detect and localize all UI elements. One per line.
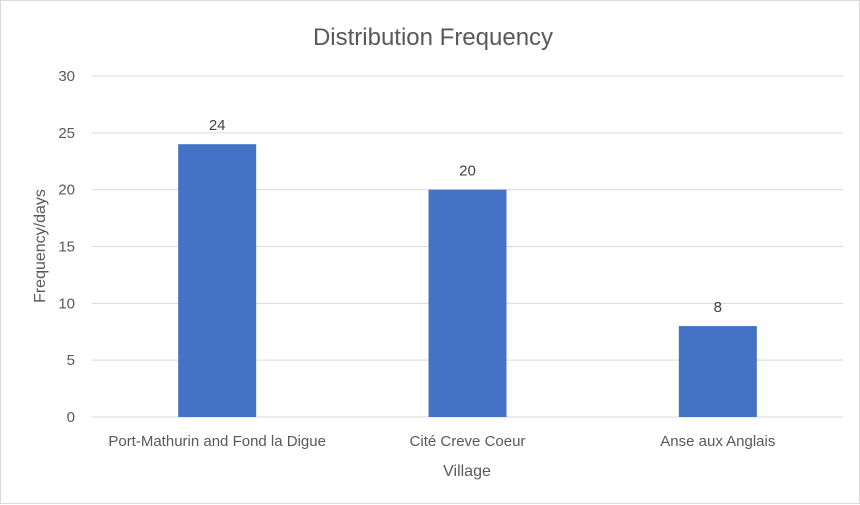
data-label: 24 (209, 117, 226, 134)
y-axis-ticks: 0 5 10 15 20 25 30 (58, 68, 75, 426)
bar (428, 189, 507, 417)
y-tick-label: 10 (58, 295, 75, 312)
y-tick-label: 5 (67, 352, 75, 369)
data-label: 20 (459, 163, 476, 180)
y-tick-label: 25 (58, 125, 75, 142)
y-tick-label: 30 (58, 68, 75, 85)
data-labels: 24 20 8 (209, 117, 722, 316)
bars (178, 144, 757, 417)
y-axis-label: Frequency/days (32, 189, 49, 303)
y-tick-label: 15 (58, 239, 75, 256)
x-tick-label: Port-Mathurin and Fond la Digue (108, 433, 326, 450)
x-axis-label: Village (443, 463, 491, 480)
data-label: 8 (714, 299, 722, 316)
chart-title: Distribution Frequency (313, 24, 553, 51)
x-axis-ticks: Port-Mathurin and Fond la Digue Cité Crev… (108, 433, 775, 450)
y-tick-label: 20 (58, 182, 75, 199)
x-tick-label: Cité Creve Coeur (410, 433, 526, 450)
bar (178, 144, 257, 417)
y-tick-label: 0 (67, 409, 75, 426)
x-tick-label: Anse aux Anglais (660, 433, 775, 450)
bar (678, 326, 757, 417)
